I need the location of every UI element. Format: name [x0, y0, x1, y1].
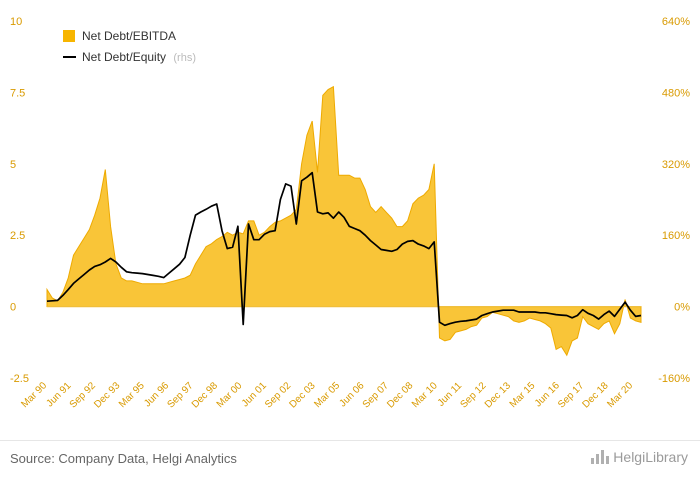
right-axis-ticks: 640% 480% 320% 160% 0% -160%: [658, 16, 690, 385]
right-tick-label: 640%: [662, 16, 690, 28]
left-tick-label: 7.5: [10, 87, 25, 99]
left-tick-label: 2.5: [10, 230, 25, 242]
x-tick-label: Sep 12: [458, 380, 488, 410]
x-tick-label: Mar 15: [508, 380, 538, 410]
left-tick-label: 10: [10, 16, 22, 28]
left-tick-label: 5: [10, 159, 16, 171]
ebitda-area: [46, 85, 642, 357]
footer-divider: [0, 440, 700, 441]
legend-label-ebitda: Net Debt/EBITDA: [82, 29, 176, 43]
chart-area: 10 7.5 5 2.5 0 -2.5 640% 480% 320% 160% 0% -160% M…: [10, 16, 690, 411]
helgi-library-logo: HelgiLibrary: [591, 449, 688, 465]
equity-line: [46, 171, 642, 327]
left-tick-label: -2.5: [10, 373, 29, 385]
x-tick-label: Sep 07: [361, 380, 391, 410]
x-tick-label: Dec 08: [385, 380, 415, 410]
x-tick-label: Dec 13: [483, 380, 513, 410]
svg-text:Net Debt/Equity (rhs): Net Debt/Equity (rhs): [82, 50, 196, 64]
x-tick-label: Mar 00: [215, 380, 245, 410]
x-tick-label: Sep 97: [165, 380, 195, 410]
x-tick-label: Sep 92: [68, 380, 98, 410]
x-tick-label: Mar 05: [312, 380, 342, 410]
right-tick-label: -160%: [658, 373, 690, 385]
legend-label-equity: Net Debt/Equity: [82, 50, 166, 64]
bar-chart-icon: [591, 450, 610, 464]
source-note: Source: Company Data, Helgi Analytics: [10, 451, 237, 466]
left-tick-label: 0: [10, 302, 16, 314]
equity-line-series: [46, 171, 642, 327]
x-tick-label: Mar 10: [410, 380, 440, 410]
ebitda-area-series: [46, 85, 642, 357]
logo-text: HelgiLibrary: [613, 449, 688, 465]
x-tick-label: Dec 98: [190, 380, 220, 410]
right-tick-label: 0%: [674, 302, 690, 314]
legend-swatch-ebitda: [63, 30, 75, 42]
right-tick-label: 160%: [662, 230, 690, 242]
x-tick-label: Mar 20: [605, 380, 635, 410]
right-tick-label: 480%: [662, 87, 690, 99]
x-tick-label: Mar 95: [117, 380, 147, 410]
legend-label-equity-suffix: (rhs): [173, 52, 196, 64]
x-tick-label: Sep 02: [263, 380, 293, 410]
x-tick-label: Dec 03: [288, 380, 318, 410]
right-tick-label: 320%: [662, 159, 690, 171]
x-tick-label: Dec 93: [92, 380, 122, 410]
x-tick-label: Sep 17: [556, 380, 586, 410]
left-axis-ticks: 10 7.5 5 2.5 0 -2.5: [10, 16, 29, 385]
legend: Net Debt/EBITDA Net Debt/Equity (rhs): [63, 29, 196, 64]
x-tick-label: Dec 18: [581, 380, 611, 410]
